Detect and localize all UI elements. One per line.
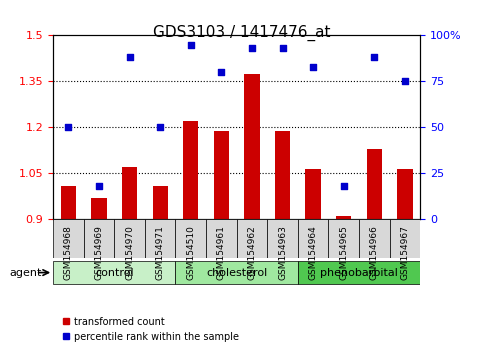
Point (340, 183, 348, 189)
Bar (367, 149, 382, 219)
FancyBboxPatch shape (145, 219, 175, 258)
FancyBboxPatch shape (298, 261, 420, 284)
Bar (275, 131, 290, 219)
Point (95, 183, 103, 189)
FancyBboxPatch shape (175, 261, 298, 284)
Text: GSM154967: GSM154967 (400, 225, 410, 280)
Point (279, 45, 286, 51)
Text: GSM154968: GSM154968 (64, 225, 73, 280)
Text: GSM154961: GSM154961 (217, 225, 226, 280)
Text: GSM154970: GSM154970 (125, 225, 134, 280)
Point (187, 42, 195, 47)
FancyBboxPatch shape (267, 219, 298, 258)
Legend: transformed count, percentile rank within the sample: transformed count, percentile rank withi… (58, 313, 242, 346)
Point (370, 55, 378, 60)
Text: GDS3103 / 1417476_at: GDS3103 / 1417476_at (153, 25, 330, 41)
Text: GSM154971: GSM154971 (156, 225, 165, 280)
Point (248, 45, 256, 51)
Bar (244, 74, 260, 219)
Text: GSM154969: GSM154969 (95, 225, 103, 280)
FancyBboxPatch shape (298, 219, 328, 258)
Point (401, 79, 409, 84)
FancyBboxPatch shape (390, 219, 420, 258)
Text: GSM154964: GSM154964 (309, 225, 318, 280)
Point (309, 64, 317, 69)
Bar (336, 216, 352, 219)
FancyBboxPatch shape (84, 219, 114, 258)
FancyBboxPatch shape (359, 219, 390, 258)
Bar (183, 121, 199, 219)
Text: cholesterol: cholesterol (206, 268, 267, 278)
Text: GSM154510: GSM154510 (186, 225, 195, 280)
Bar (122, 167, 137, 219)
Text: GSM154962: GSM154962 (247, 225, 256, 280)
Point (65, 125, 72, 130)
FancyBboxPatch shape (114, 219, 145, 258)
Text: phenobarbital: phenobarbital (320, 268, 398, 278)
FancyBboxPatch shape (237, 219, 267, 258)
Point (217, 69, 225, 75)
FancyBboxPatch shape (53, 219, 84, 258)
FancyBboxPatch shape (206, 219, 237, 258)
Text: GSM154965: GSM154965 (339, 225, 348, 280)
Bar (305, 169, 321, 219)
FancyBboxPatch shape (328, 219, 359, 258)
Point (156, 125, 164, 130)
FancyBboxPatch shape (53, 261, 175, 284)
Text: GSM154963: GSM154963 (278, 225, 287, 280)
Bar (61, 186, 76, 219)
Point (126, 55, 133, 60)
Text: GSM154966: GSM154966 (370, 225, 379, 280)
Text: control: control (95, 268, 134, 278)
Text: agent: agent (10, 268, 42, 278)
Bar (91, 198, 107, 219)
Bar (397, 169, 412, 219)
Bar (153, 186, 168, 219)
FancyBboxPatch shape (175, 219, 206, 258)
Bar (213, 131, 229, 219)
